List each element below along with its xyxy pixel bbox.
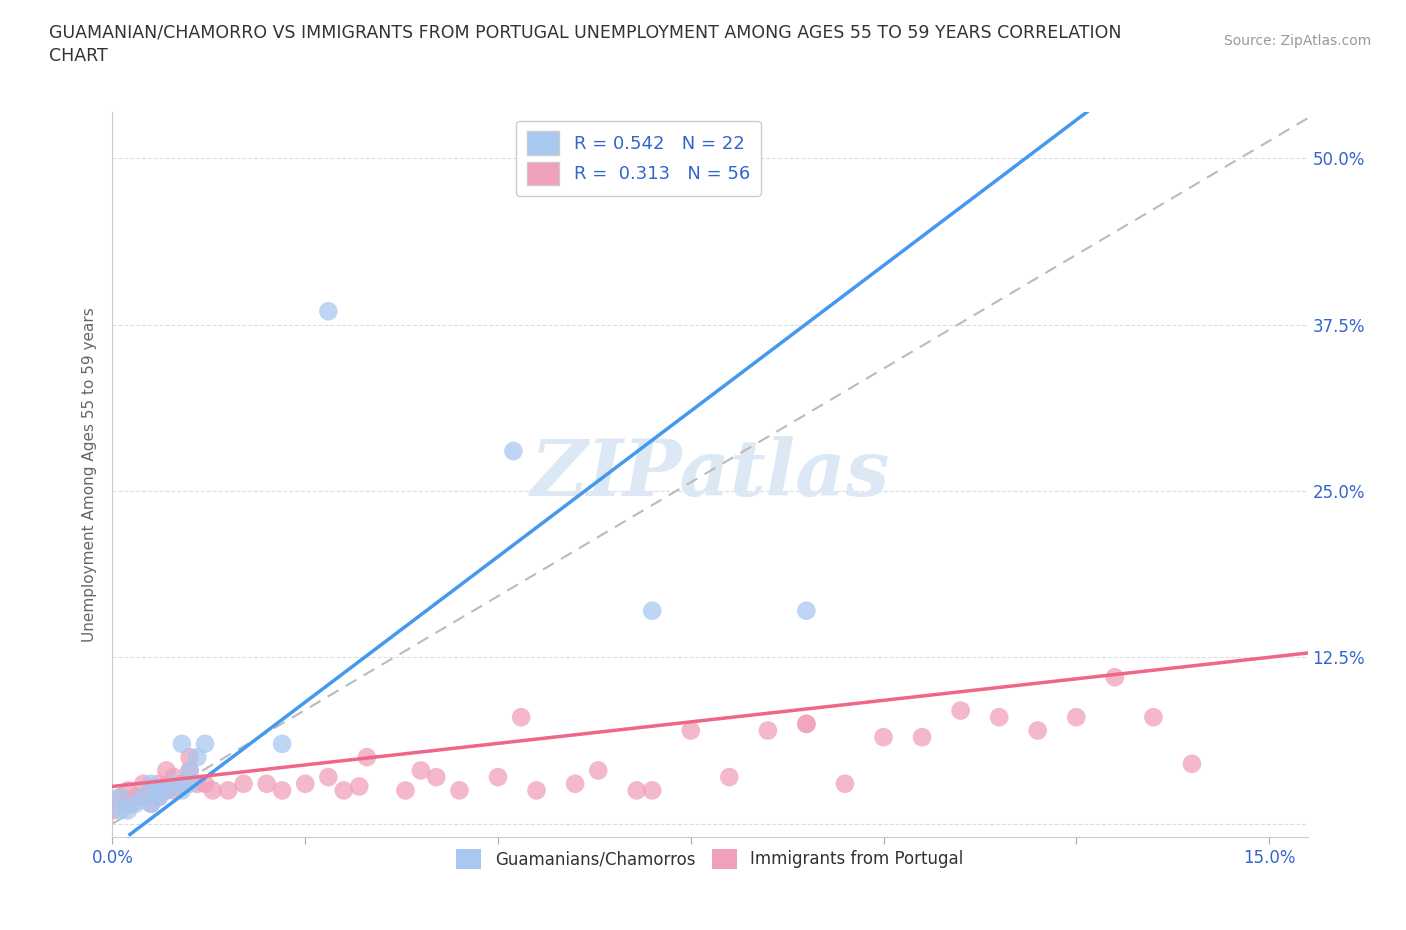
Point <box>155 783 177 798</box>
Y-axis label: Unemployment Among Ages 55 to 59 years: Unemployment Among Ages 55 to 59 years <box>82 307 97 642</box>
Point <box>139 777 162 791</box>
Point <box>179 777 201 791</box>
Point <box>201 783 224 798</box>
Text: GUAMANIAN/CHAMORRO VS IMMIGRANTS FROM PORTUGAL UNEMPLOYMENT AMONG AGES 55 TO 59 : GUAMANIAN/CHAMORRO VS IMMIGRANTS FROM PO… <box>49 23 1122 65</box>
Point <box>1104 670 1126 684</box>
Point <box>796 716 818 731</box>
Point <box>139 796 162 811</box>
Point <box>394 783 416 798</box>
Point <box>148 790 170 804</box>
Point <box>148 790 170 804</box>
Point <box>163 783 186 798</box>
Point <box>586 763 609 777</box>
Point <box>347 779 370 794</box>
Point <box>148 777 170 791</box>
Point <box>124 796 146 811</box>
Text: ZIPatlas: ZIPatlas <box>530 436 890 512</box>
Point <box>256 777 278 791</box>
Point <box>333 783 356 798</box>
Point <box>796 716 818 731</box>
Point <box>194 737 217 751</box>
Point <box>834 777 856 791</box>
Point <box>318 770 340 785</box>
Point <box>756 724 779 738</box>
Point <box>132 790 155 804</box>
Point <box>271 737 294 751</box>
Point <box>179 763 201 777</box>
Point <box>564 777 586 791</box>
Point <box>170 777 193 791</box>
Point <box>318 304 340 319</box>
Point <box>1142 710 1164 724</box>
Point <box>409 763 432 777</box>
Point <box>988 710 1011 724</box>
Point <box>911 730 934 745</box>
Point <box>132 777 155 791</box>
Point <box>425 770 447 785</box>
Point <box>186 750 208 764</box>
Point <box>1026 724 1049 738</box>
Point <box>510 710 533 724</box>
Point <box>356 750 378 764</box>
Point <box>217 783 239 798</box>
Point <box>108 803 131 817</box>
Point <box>139 796 162 811</box>
Point <box>641 604 664 618</box>
Point <box>179 750 201 764</box>
Point <box>179 763 201 777</box>
Point <box>170 737 193 751</box>
Point <box>449 783 471 798</box>
Point <box>163 777 186 791</box>
Point <box>170 783 193 798</box>
Point <box>872 730 894 745</box>
Point <box>294 777 316 791</box>
Point <box>155 763 177 777</box>
Point <box>186 777 208 791</box>
Point <box>132 790 155 804</box>
Point <box>155 783 177 798</box>
Point <box>486 770 509 785</box>
Point <box>108 790 131 804</box>
Point <box>101 803 124 817</box>
Point <box>163 770 186 785</box>
Point <box>117 796 139 811</box>
Point <box>949 703 972 718</box>
Point <box>526 783 548 798</box>
Point <box>626 783 648 798</box>
Point <box>718 770 741 785</box>
Point <box>148 783 170 798</box>
Point <box>108 790 131 804</box>
Point <box>1181 756 1204 771</box>
Point <box>232 777 254 791</box>
Legend: Guamanians/Chamorros, Immigrants from Portugal: Guamanians/Chamorros, Immigrants from Po… <box>450 843 970 876</box>
Text: Source: ZipAtlas.com: Source: ZipAtlas.com <box>1223 34 1371 48</box>
Point <box>271 783 294 798</box>
Point <box>1064 710 1087 724</box>
Point <box>796 604 818 618</box>
Point <box>117 803 139 817</box>
Point <box>641 783 664 798</box>
Point <box>117 783 139 798</box>
Point <box>502 444 524 458</box>
Point <box>679 724 702 738</box>
Point <box>194 777 217 791</box>
Point <box>124 790 146 804</box>
Point <box>139 783 162 798</box>
